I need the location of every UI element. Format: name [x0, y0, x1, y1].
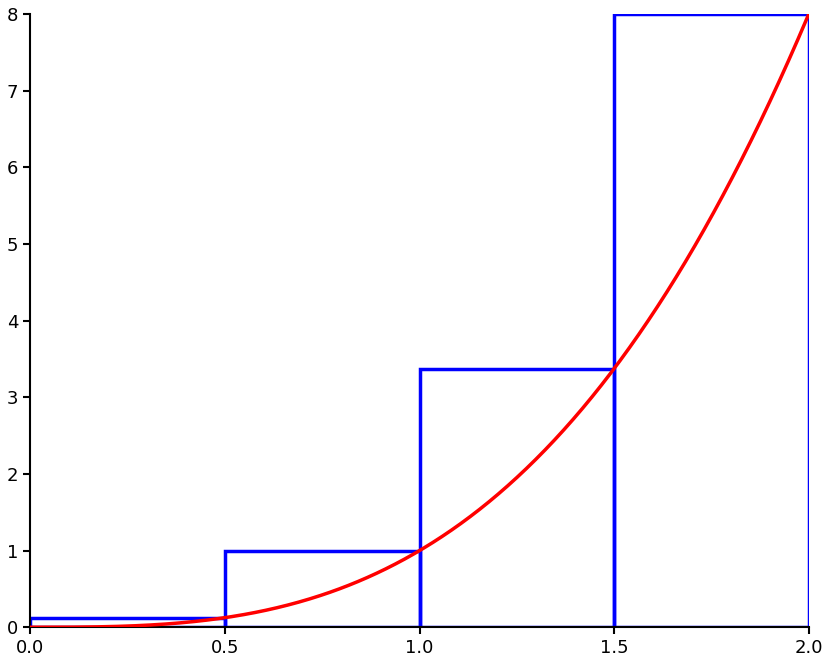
- Bar: [225, 550, 419, 627]
- Bar: [419, 369, 614, 627]
- Bar: [30, 618, 225, 627]
- Bar: [614, 14, 808, 627]
